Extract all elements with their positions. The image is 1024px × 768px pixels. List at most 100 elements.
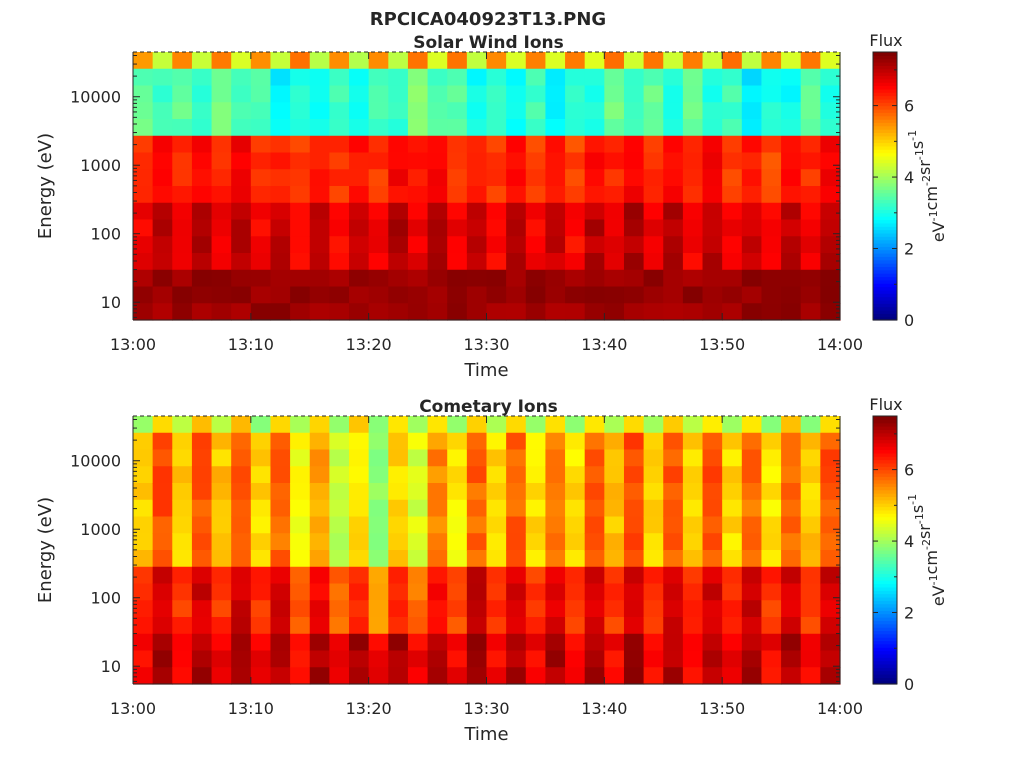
heatmap-cell: [781, 533, 802, 551]
colorbar-step: [873, 432, 897, 437]
heatmap-cell: [761, 617, 782, 635]
heatmap-cell: [643, 483, 664, 501]
heatmap-cell: [663, 566, 684, 585]
heatmap-cell: [761, 303, 782, 321]
heatmap-cell: [191, 667, 213, 685]
heatmap-cell: [388, 286, 409, 304]
heatmap-cell: [525, 219, 547, 237]
colorbar-step: [873, 179, 897, 184]
unit-exponent: -1: [913, 149, 926, 160]
heatmap-cell: [231, 466, 252, 484]
colorbar-step: [873, 175, 897, 180]
heatmap-cell: [309, 269, 330, 288]
heatmap-cell: [368, 119, 389, 137]
heatmap-cell: [329, 236, 350, 254]
heatmap-cell: [152, 202, 173, 221]
y-tick-label: 10000: [70, 88, 121, 107]
colorbar-step: [873, 62, 897, 66]
heatmap-cell: [368, 550, 389, 568]
heatmap-cell: [506, 303, 527, 321]
heatmap-cell: [820, 119, 841, 137]
heatmap-cell: [231, 449, 252, 467]
heatmap-cell: [329, 253, 350, 271]
heatmap-cell: [682, 119, 704, 137]
heatmap-cell: [172, 119, 193, 137]
heatmap-cell: [663, 449, 684, 467]
heatmap-cell: [604, 600, 625, 618]
heatmap-cell: [486, 52, 507, 70]
heatmap-cell: [486, 633, 507, 652]
heatmap-cell: [800, 119, 821, 137]
heatmap-cell: [486, 85, 507, 103]
heatmap-cell: [133, 633, 154, 652]
heatmap-cell: [191, 253, 213, 271]
colorbar-step: [873, 506, 897, 511]
heatmap-cell: [231, 533, 252, 551]
colorbar-step: [873, 206, 897, 211]
heatmap-cell: [800, 600, 821, 618]
heatmap-cell: [800, 85, 821, 103]
heatmap-cell: [545, 449, 566, 467]
heatmap-cell: [781, 633, 802, 652]
heatmap-cell: [270, 600, 291, 618]
heatmap-cell: [349, 52, 370, 70]
heatmap-cell: [525, 449, 547, 467]
heatmap-cell: [250, 516, 272, 534]
heatmap-cell: [741, 600, 763, 618]
heatmap-cell: [133, 650, 154, 668]
colorbar-step: [873, 560, 897, 564]
heatmap-cell: [211, 269, 232, 288]
heatmap-cell: [486, 416, 507, 434]
heatmap-cell: [133, 186, 154, 204]
heatmap-cell: [722, 119, 743, 137]
heatmap-cell: [211, 219, 232, 237]
heatmap-cell: [584, 483, 605, 501]
heatmap-cell: [172, 449, 193, 467]
heatmap-cell: [270, 253, 291, 271]
colorbar-step: [873, 239, 897, 244]
heatmap-cell: [663, 102, 684, 120]
heatmap-cell: [820, 85, 841, 103]
heatmap-cell: [604, 219, 625, 237]
heatmap-cell: [761, 186, 782, 204]
heatmap-cell: [447, 186, 468, 204]
heatmap-cell: [349, 416, 370, 434]
heatmap-cell: [407, 119, 429, 137]
heatmap-cell: [368, 68, 389, 87]
heatmap-cell: [290, 516, 311, 534]
heatmap-cell: [643, 533, 664, 551]
colorbar-step: [873, 657, 897, 662]
y-tick-label: 100: [90, 589, 121, 608]
heatmap-cell: [290, 650, 311, 668]
heatmap-cell: [407, 449, 429, 467]
heatmap-cell: [820, 650, 841, 668]
heatmap-cell: [309, 432, 330, 451]
colorbar-step: [873, 269, 897, 274]
heatmap-cell: [447, 68, 468, 87]
heatmap-cell: [191, 286, 213, 304]
heatmap-cell: [820, 236, 841, 254]
heatmap-cell: [133, 533, 154, 551]
heatmap-cell: [643, 236, 664, 254]
heatmap-cell: [800, 633, 821, 652]
heatmap-cell: [466, 617, 488, 635]
heatmap-cell: [133, 600, 154, 618]
heatmap-cell: [172, 617, 193, 635]
heatmap-cell: [702, 667, 723, 685]
heatmap-cell: [604, 432, 625, 451]
heatmap-cell: [329, 186, 350, 204]
heatmap-cell: [800, 499, 821, 518]
heatmap-cell: [407, 650, 429, 668]
colorbar-step: [873, 169, 897, 174]
heatmap-cell: [211, 186, 232, 204]
heatmap-cell: [290, 286, 311, 304]
heatmap-cell: [800, 135, 821, 154]
heatmap-cell: [800, 152, 821, 170]
heatmap-cell: [309, 85, 330, 103]
heatmap-cell: [349, 533, 370, 551]
heatmap-cell: [191, 219, 213, 237]
heatmap-cell: [741, 466, 763, 484]
heatmap-cell: [741, 135, 763, 154]
heatmap-cell: [565, 583, 586, 601]
heatmap-cell: [191, 102, 213, 120]
